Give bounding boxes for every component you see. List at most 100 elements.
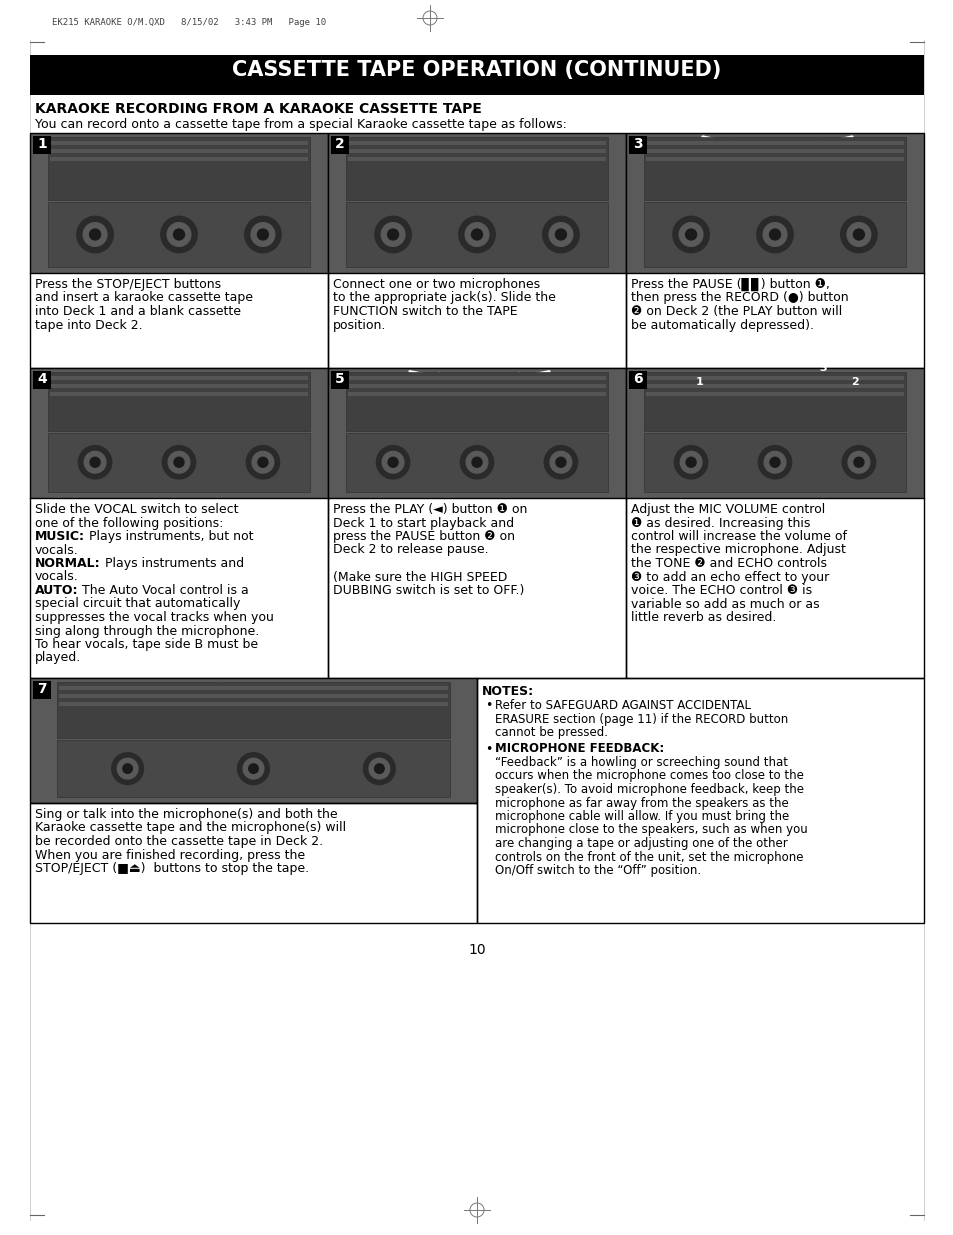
Bar — [48, 372, 310, 431]
Circle shape — [376, 446, 410, 479]
Bar — [30, 678, 476, 803]
Text: DUBBING switch is set to OFF.): DUBBING switch is set to OFF.) — [333, 584, 524, 597]
Circle shape — [672, 216, 708, 253]
Text: 1: 1 — [395, 359, 402, 369]
Text: ERASURE section (page 11) if the RECORD button: ERASURE section (page 11) if the RECORD … — [495, 713, 787, 725]
Text: Karaoke cassette tape and the microphone(s) will: Karaoke cassette tape and the microphone… — [35, 821, 346, 835]
Circle shape — [123, 764, 132, 773]
Circle shape — [679, 452, 701, 473]
Bar — [348, 375, 605, 380]
Circle shape — [78, 446, 112, 479]
Text: 2: 2 — [335, 137, 345, 151]
Text: 4: 4 — [37, 372, 47, 387]
Circle shape — [117, 758, 138, 779]
Bar — [57, 682, 450, 739]
Bar — [628, 136, 646, 154]
Circle shape — [674, 446, 707, 479]
Text: suppresses the vocal tracks when you: suppresses the vocal tracks when you — [35, 611, 274, 624]
Circle shape — [763, 452, 785, 473]
Text: be recorded onto the cassette tape in Deck 2.: be recorded onto the cassette tape in De… — [35, 835, 323, 848]
Text: microphone close to the speakers, such as when you: microphone close to the speakers, such a… — [495, 824, 807, 836]
Text: controls on the front of the unit, set the microphone: controls on the front of the unit, set t… — [495, 851, 802, 863]
Circle shape — [251, 222, 274, 246]
Circle shape — [555, 228, 566, 240]
Bar — [30, 133, 328, 368]
Text: microphone as far away from the speakers as the: microphone as far away from the speakers… — [495, 797, 788, 809]
Text: “Feedback” is a howling or screeching sound that: “Feedback” is a howling or screeching so… — [495, 756, 787, 769]
Circle shape — [679, 222, 702, 246]
Text: CASSETTE TAPE OPERATION (CONTINUED): CASSETTE TAPE OPERATION (CONTINUED) — [233, 61, 720, 80]
Bar — [30, 368, 328, 678]
Bar — [348, 141, 605, 144]
Bar — [348, 149, 605, 153]
Circle shape — [381, 222, 404, 246]
Circle shape — [460, 446, 493, 479]
Bar — [59, 701, 448, 706]
Bar — [645, 391, 903, 396]
Bar — [348, 384, 605, 388]
Bar — [33, 136, 51, 154]
Circle shape — [245, 216, 281, 253]
Circle shape — [472, 457, 481, 467]
Bar — [645, 149, 903, 153]
Text: cannot be pressed.: cannot be pressed. — [495, 726, 607, 739]
Text: 3: 3 — [633, 137, 642, 151]
Text: AUTO:: AUTO: — [35, 584, 78, 597]
Circle shape — [853, 228, 863, 240]
Circle shape — [168, 452, 190, 473]
Bar — [645, 375, 903, 380]
Text: On/Off switch to the “Off” position.: On/Off switch to the “Off” position. — [495, 864, 700, 877]
Text: the TONE ❷ and ECHO controls: the TONE ❷ and ECHO controls — [630, 557, 826, 571]
Bar — [30, 56, 923, 95]
Text: STOP/EJECT (■⏏)  buttons to stop the tape.: STOP/EJECT (■⏏) buttons to stop the tape… — [35, 862, 309, 876]
Circle shape — [543, 446, 577, 479]
Bar — [346, 432, 607, 492]
Circle shape — [90, 457, 100, 467]
Circle shape — [77, 216, 113, 253]
Bar — [30, 368, 328, 498]
Text: and insert a karaoke cassette tape: and insert a karaoke cassette tape — [35, 291, 253, 305]
Text: one of the following positions:: one of the following positions: — [35, 516, 223, 530]
Text: ❶ as desired. Increasing this: ❶ as desired. Increasing this — [630, 516, 809, 530]
Bar — [328, 368, 625, 498]
Text: FUNCTION switch to the TAPE: FUNCTION switch to the TAPE — [333, 305, 517, 317]
Bar — [643, 372, 905, 431]
Bar — [625, 133, 923, 273]
Text: (Make sure the HIGH SPEED: (Make sure the HIGH SPEED — [333, 571, 507, 583]
Circle shape — [84, 452, 106, 473]
Text: Adjust the MIC VOLUME control: Adjust the MIC VOLUME control — [630, 503, 824, 516]
Circle shape — [769, 228, 780, 240]
Text: tape into Deck 2.: tape into Deck 2. — [35, 319, 143, 331]
Bar — [48, 203, 310, 267]
Text: are changing a tape or adjusting one of the other: are changing a tape or adjusting one of … — [495, 837, 787, 850]
Text: Connect one or two microphones: Connect one or two microphones — [333, 278, 539, 291]
Bar — [625, 368, 923, 498]
Text: vocals.: vocals. — [35, 571, 79, 583]
Circle shape — [840, 216, 876, 253]
Text: played.: played. — [35, 652, 81, 664]
Circle shape — [161, 216, 197, 253]
Circle shape — [471, 228, 482, 240]
Text: ❷ on Deck 2 (the PLAY button will: ❷ on Deck 2 (the PLAY button will — [630, 305, 841, 317]
Bar — [625, 133, 923, 368]
Bar — [50, 149, 308, 153]
Text: •: • — [484, 699, 492, 713]
Bar — [59, 694, 448, 698]
Text: 3: 3 — [819, 363, 826, 373]
Circle shape — [112, 753, 143, 784]
Text: speaker(s). To avoid microphone feedback, keep the: speaker(s). To avoid microphone feedback… — [495, 783, 803, 797]
Text: 1: 1 — [37, 137, 47, 151]
Circle shape — [756, 216, 792, 253]
Bar — [50, 375, 308, 380]
Circle shape — [249, 764, 258, 773]
Circle shape — [685, 457, 696, 467]
Bar — [348, 157, 605, 161]
Bar — [331, 136, 349, 154]
Bar — [645, 141, 903, 144]
Circle shape — [173, 457, 184, 467]
Text: Sing or talk into the microphone(s) and both the: Sing or talk into the microphone(s) and … — [35, 808, 337, 821]
Circle shape — [847, 452, 869, 473]
Circle shape — [465, 222, 488, 246]
Text: occurs when the microphone comes too close to the: occurs when the microphone comes too clo… — [495, 769, 803, 783]
Text: When you are finished recording, press the: When you are finished recording, press t… — [35, 848, 305, 862]
